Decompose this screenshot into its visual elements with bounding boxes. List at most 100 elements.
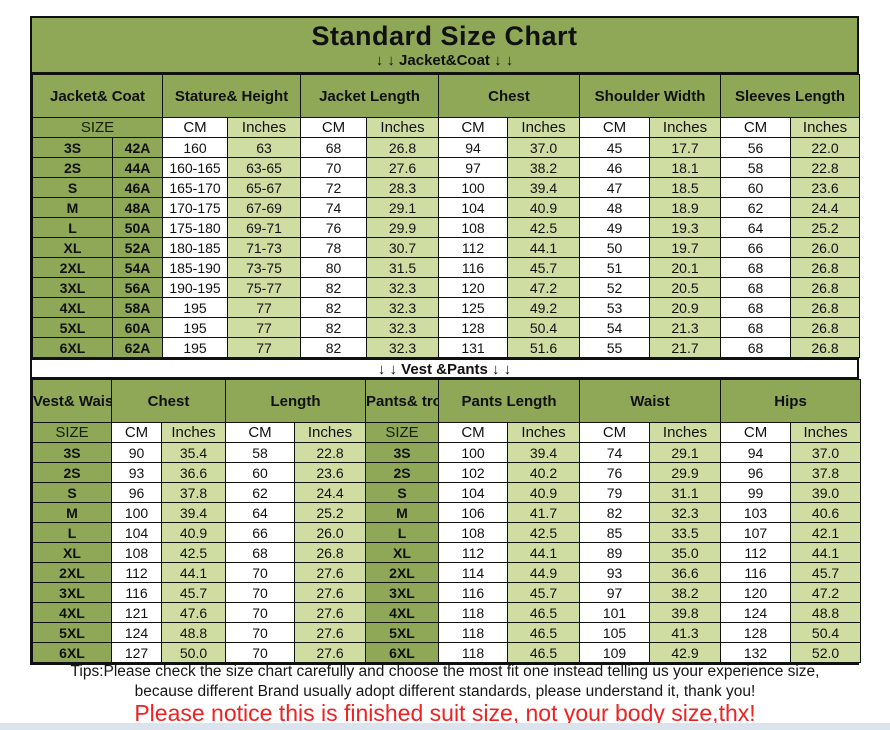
cell-in: 50.0: [161, 642, 226, 663]
jacket-coat-table: Jacket& Coat Stature& Height Jacket Length…: [31, 74, 861, 358]
size-chart: Standard Size Chart ↓ ↓ Jacket&Coat ↓ ↓ …: [30, 16, 862, 665]
cell-cm: 121: [111, 602, 162, 623]
cell-cm: 45: [579, 137, 651, 158]
cell-cm: 62: [225, 482, 295, 503]
cell-size: L: [32, 217, 113, 238]
cell-in: 26.8: [790, 297, 861, 318]
cell-cm: 68: [300, 137, 368, 158]
cell-cm: 112: [438, 237, 509, 258]
cell-in: 41.3: [649, 622, 722, 643]
cell-cm: 60: [720, 177, 792, 198]
cell-cm: 190-195: [162, 277, 229, 298]
cell-in: 28.3: [366, 177, 440, 198]
cell-in: 42.5: [506, 522, 581, 543]
unit-header-size: SIZE: [31, 117, 164, 138]
cell-cm: 48: [579, 197, 651, 218]
unit-header-cm: CM: [720, 117, 792, 138]
cell-size: 3XL: [365, 582, 439, 603]
cell-cm: 195: [162, 317, 229, 338]
cell-cm: 175-180: [162, 217, 229, 238]
cell-in: 50.4: [790, 622, 862, 643]
cell-cm: 51: [579, 257, 651, 278]
cell-in: 42.5: [507, 217, 581, 238]
cell-cm: 47: [579, 177, 651, 198]
cell-cm: 49: [579, 217, 651, 238]
column-group-pants-trousers: Pants& trousers: [365, 379, 439, 423]
size-row-4xl: 4XL 58A 195 77 82 32.3 125 49.2 53 20.9 68 26.8: [32, 297, 861, 318]
cell-in: 29.1: [649, 442, 722, 463]
cell-in: 63-65: [227, 157, 302, 178]
cell-in: 40.9: [507, 197, 581, 218]
cell-cm: 170-175: [162, 197, 229, 218]
column-group-jacket-length: Jacket Length: [300, 74, 440, 118]
tips-line-1: Tips:Please check the size chart careful…: [70, 663, 820, 680]
cell-in: 77: [227, 317, 302, 338]
cell-cm: 118: [438, 602, 508, 623]
cell-size: M: [32, 502, 112, 523]
cell-in: 27.6: [294, 642, 366, 663]
cell-cm: 68: [720, 257, 792, 278]
cell-size: 60A: [111, 317, 164, 338]
cell-in: 26.8: [790, 257, 861, 278]
cell-cm: 82: [300, 297, 368, 318]
cell-size: 5XL: [365, 622, 439, 643]
cell-cm: 112: [438, 542, 508, 563]
cell-size: 3S: [32, 137, 113, 158]
unit-header-inches: Inches: [649, 422, 722, 443]
cell-in: 29.9: [649, 462, 722, 483]
cell-size: XL: [32, 542, 112, 563]
cell-in: 42.5: [161, 542, 226, 563]
size-row-3xl: 3XL 116 45.7 70 27.6 3XL 116 45.7 97 38.2 120 47.2: [32, 582, 862, 603]
cell-in: 29.1: [366, 197, 440, 218]
unit-header-cm: CM: [579, 422, 651, 443]
cell-in: 23.6: [294, 462, 366, 483]
cell-cm: 70: [225, 602, 295, 623]
cell-in: 37.0: [507, 137, 581, 158]
unit-header-cm: CM: [438, 422, 508, 443]
cell-in: 40.9: [506, 482, 581, 503]
cell-in: 35.0: [649, 542, 722, 563]
column-group-row: Jacket& Coat Stature& Height Jacket Length…: [31, 74, 861, 118]
cell-size: 62A: [111, 337, 164, 358]
cell-cm: 58: [225, 442, 295, 463]
cell-cm: 102: [438, 462, 508, 483]
column-group-stature-height: Stature& Height: [162, 74, 302, 118]
cell-size: 2S: [32, 462, 112, 483]
cell-in: 38.2: [649, 582, 722, 603]
cell-in: 20.9: [649, 297, 722, 318]
cell-cm: 97: [579, 582, 651, 603]
cell-in: 23.6: [790, 177, 861, 198]
cell-in: 63: [227, 137, 302, 158]
vest-pants-table-container: Vest& WaistcoatChestLengthPants& trouser…: [32, 379, 862, 663]
cell-cm: 120: [438, 277, 509, 298]
cell-in: 51.6: [507, 337, 581, 358]
size-row-l: L 50A 175-180 69-71 76 29.9 108 42.5 49 19.3 64 25.…: [32, 217, 861, 238]
cell-in: 33.5: [649, 522, 722, 543]
cell-in: 27.6: [294, 582, 366, 603]
cell-size: 46A: [111, 177, 164, 198]
cell-in: 18.9: [649, 197, 722, 218]
size-row-2xl: 2XL 112 44.1 70 27.6 2XL 114 44.9 93 36.6 116 45.7: [32, 562, 862, 583]
unit-header-inches: Inches: [366, 117, 440, 138]
cell-size: 6XL: [365, 642, 439, 663]
cell-size: 6XL: [32, 337, 113, 358]
cell-size: 2XL: [32, 257, 113, 278]
cell-size: 3XL: [32, 582, 112, 603]
column-group-hips: Hips: [720, 379, 862, 423]
size-row-3xl: 3XL 56A 190-195 75-77 82 32.3 120 47.2 52 20.5 68 2…: [32, 277, 861, 298]
size-row-5xl: 5XL 60A 195 77 82 32.3 128 50.4 54 21.3 68 26.8: [32, 317, 861, 338]
cell-in: 47.2: [507, 277, 581, 298]
unit-header-inches: Inches: [790, 422, 862, 443]
unit-header-inches: Inches: [161, 422, 226, 443]
size-row-5xl: 5XL 124 48.8 70 27.6 5XL 118 46.5 105 41.3 128 50.4: [32, 622, 862, 643]
size-row-3s: 3S 90 35.4 58 22.8 3S 100 39.4 74 29.1 94 37.0: [32, 442, 862, 463]
column-group-chest: Chest: [111, 379, 226, 423]
cell-cm: 112: [720, 542, 792, 563]
unit-header-inches: Inches: [507, 117, 581, 138]
size-row-4xl: 4XL 121 47.6 70 27.6 4XL 118 46.5 101 39.8 124 48.8: [32, 602, 862, 623]
cell-cm: 104: [438, 197, 509, 218]
cell-size: 58A: [111, 297, 164, 318]
cell-in: 46.5: [506, 602, 581, 623]
cell-cm: 94: [720, 442, 792, 463]
cell-in: 44.9: [506, 562, 581, 583]
